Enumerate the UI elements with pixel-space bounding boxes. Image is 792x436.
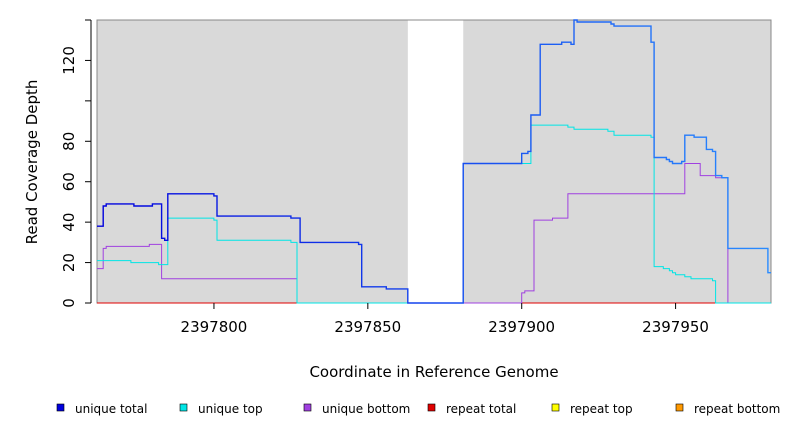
legend-label: repeat top: [570, 402, 633, 416]
y-tick-label: 80: [60, 132, 78, 151]
shaded-region-0: [97, 20, 408, 303]
y-tick-label: 120: [60, 46, 78, 75]
legend-item-unique-bottom: unique bottom: [303, 402, 410, 416]
x-tick-label: 2397950: [642, 318, 709, 336]
x-tick-label: 2397850: [334, 318, 401, 336]
x-tick-label: 2397800: [181, 318, 248, 336]
legend-swatch: [179, 403, 188, 412]
legend: unique total unique top unique bottom repea…: [56, 402, 780, 416]
legend-swatch: [427, 403, 436, 412]
y-tick-label: 60: [60, 172, 78, 191]
legend-item-repeat-total: repeat total: [427, 402, 516, 416]
legend-item-repeat-bottom: repeat bottom: [675, 402, 780, 416]
shaded-regions: [97, 20, 771, 303]
series-lines: [97, 19, 771, 304]
legend-swatch: [675, 403, 684, 412]
legend-item-repeat-top: repeat top: [551, 402, 633, 416]
y-axis-label: Read Coverage Depth: [23, 80, 41, 245]
legend-label: unique total: [75, 402, 147, 416]
legend-swatch: [303, 403, 312, 412]
y-tick-label: 20: [60, 253, 78, 272]
x-axis-label: Coordinate in Reference Genome: [309, 363, 558, 381]
legend-label: unique top: [198, 402, 263, 416]
legend-item-unique-top: unique top: [179, 402, 263, 416]
shaded-region-1: [463, 20, 771, 303]
series-unique-top: [97, 124, 771, 304]
legend-label: unique bottom: [322, 402, 410, 416]
x-axis: 2397800 2397850 2397900 2397950: [181, 303, 709, 336]
series-unique-total: [97, 19, 771, 304]
legend-swatch: [551, 403, 560, 412]
x-tick-label: 2397900: [488, 318, 555, 336]
y-tick-label: 0: [60, 298, 78, 308]
y-tick-label: 40: [60, 213, 78, 232]
legend-item-unique-total: unique total: [56, 402, 147, 416]
legend-label: repeat total: [446, 402, 516, 416]
series-unique-bottom: [97, 163, 771, 304]
legend-label: repeat bottom: [694, 402, 780, 416]
legend-swatch: [56, 403, 65, 412]
y-axis: 0 20 40 60 80 120: [60, 19, 92, 308]
